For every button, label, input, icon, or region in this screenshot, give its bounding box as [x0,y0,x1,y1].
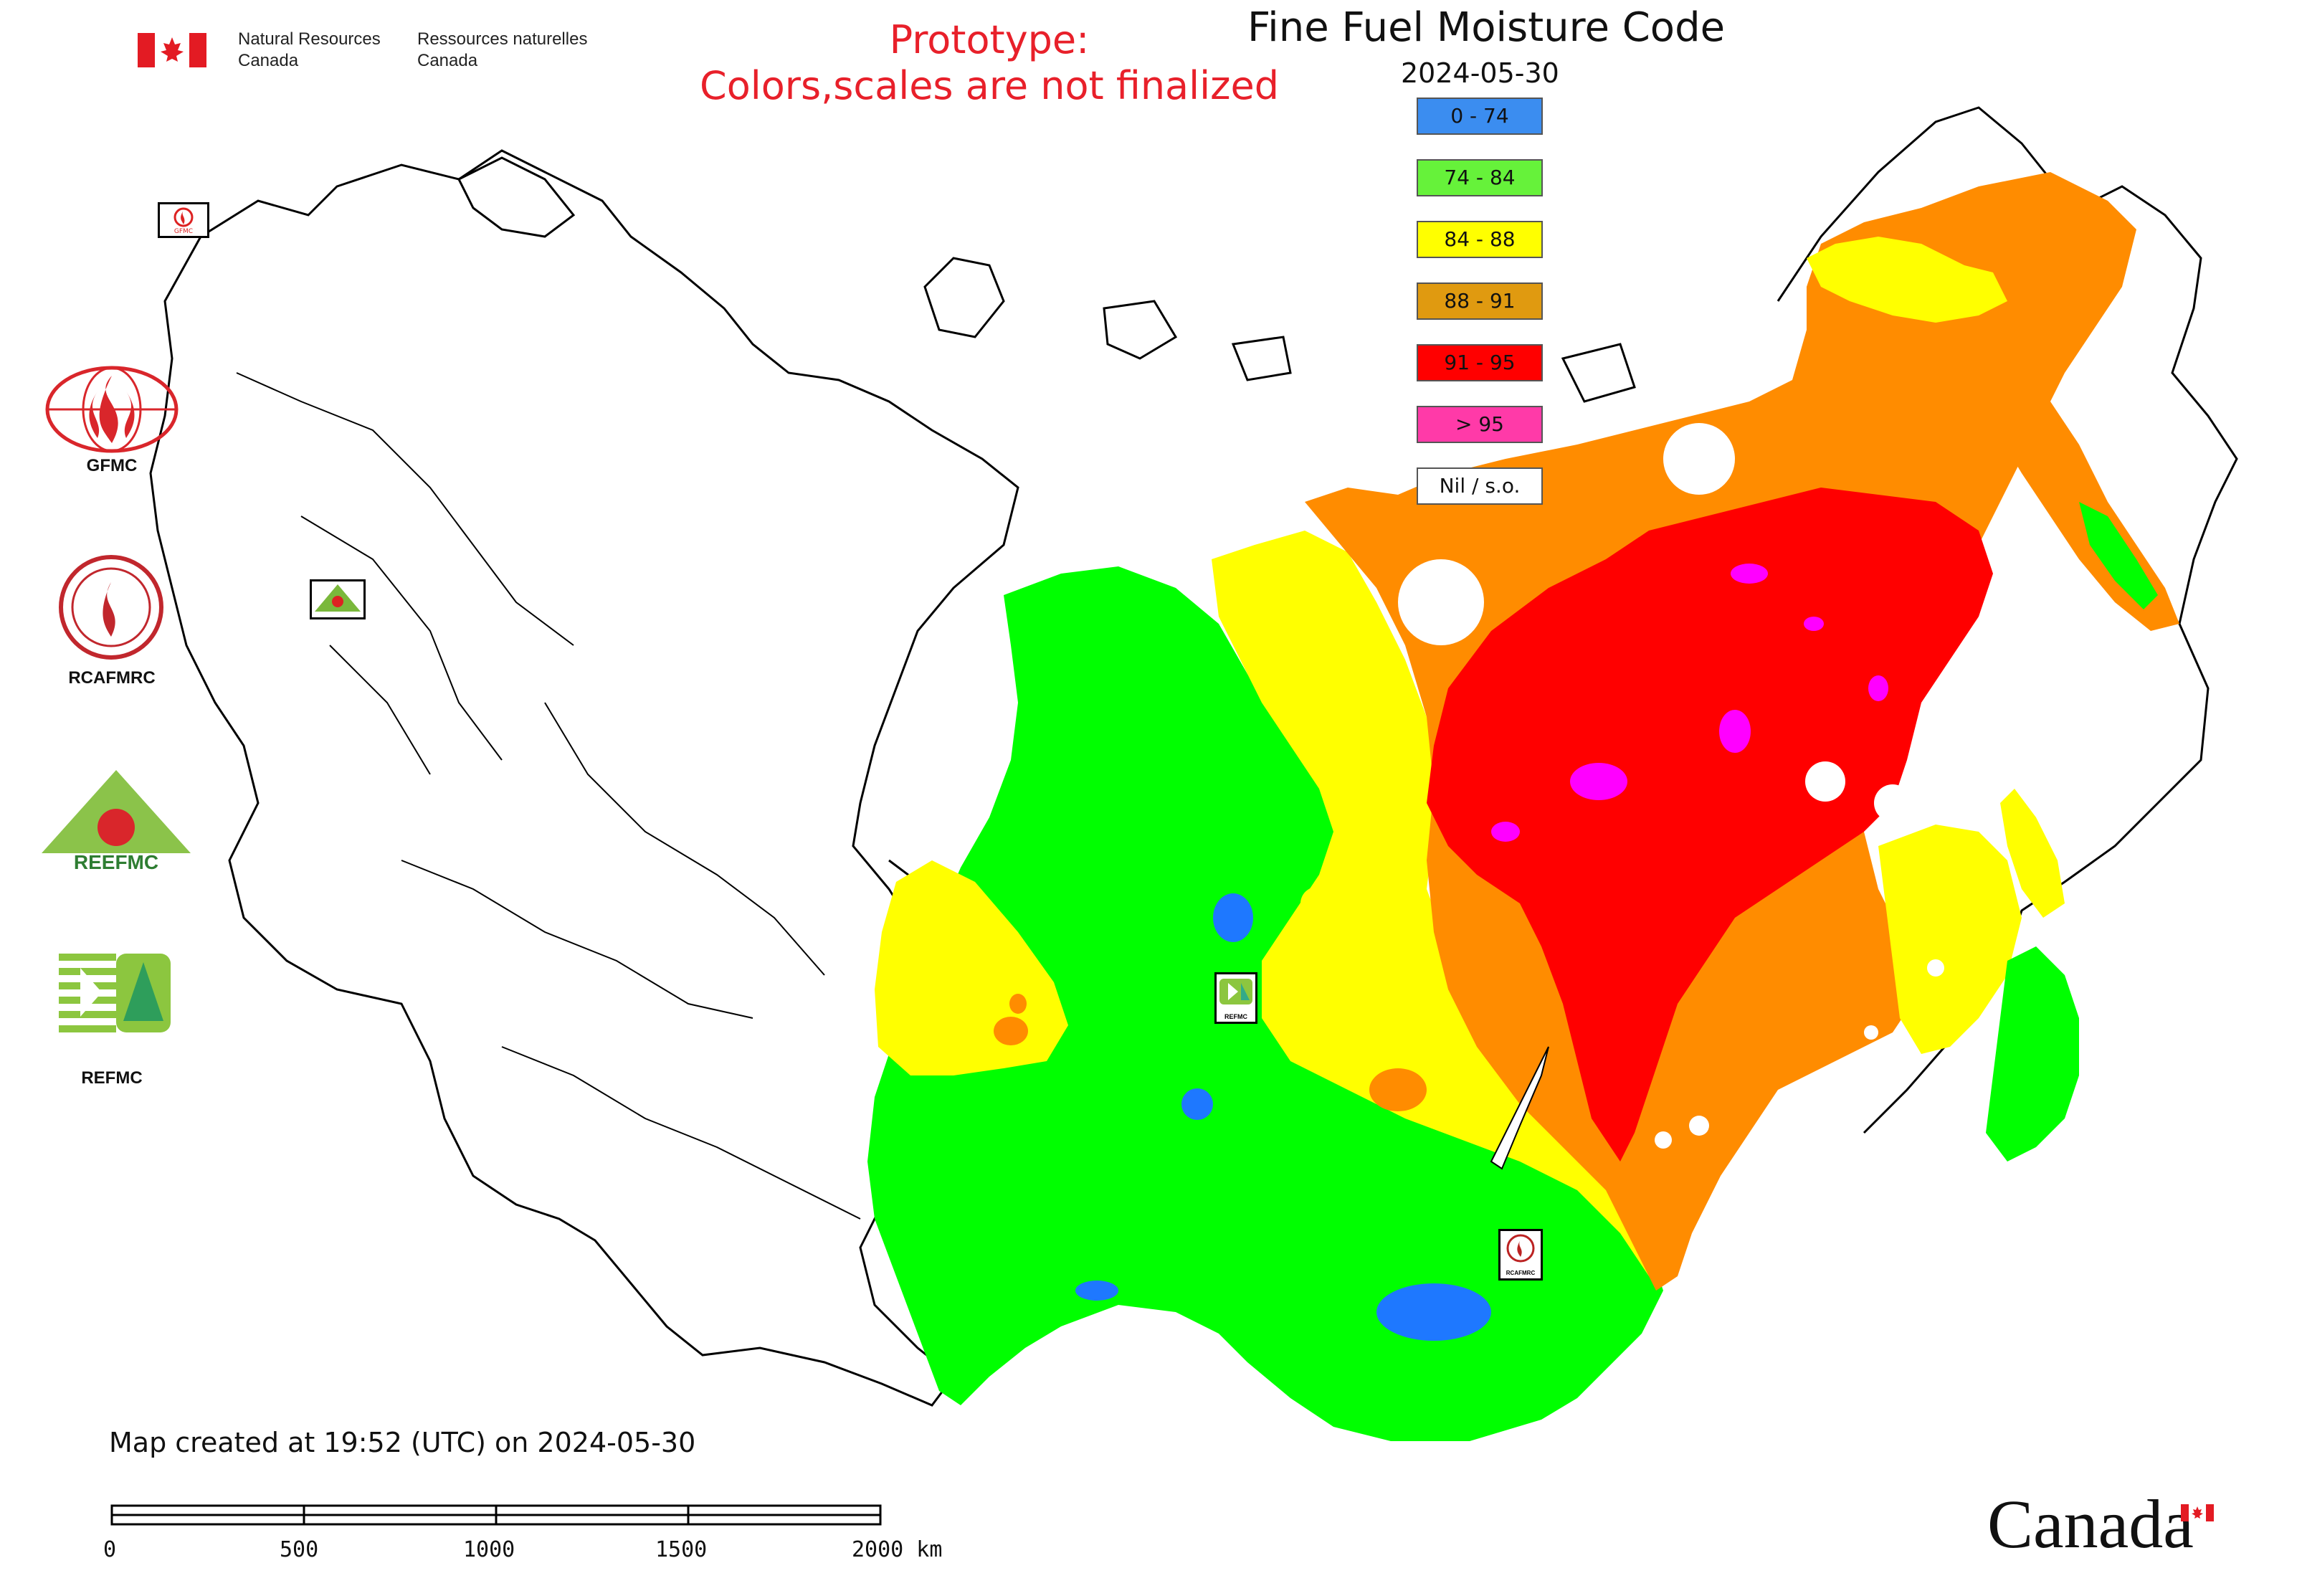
scale-tick-label: 1500 [655,1537,708,1562]
wordmark-flag-icon [2181,1504,2214,1521]
nil-circle-7 [1927,959,1944,977]
magenta-spot-4 [1731,564,1768,584]
sakhalin [2000,789,2065,918]
blue-spot-3 [1376,1283,1491,1341]
rcafmrc-logo-label: RCAFMRC [68,668,156,688]
nil-circle-4 [1874,784,1911,822]
legend-item: 0 - 74 [1417,98,1543,135]
legend-item: 74 - 84 [1417,159,1543,196]
magenta-spot-6 [1804,617,1824,631]
prototype-notice: Prototype: Colors,scales are not finaliz… [700,17,1279,108]
magenta-spot-2 [1719,710,1751,753]
legend-label: 84 - 88 [1444,227,1516,251]
legend-label: 0 - 74 [1450,104,1509,128]
scale-bar [110,1504,882,1526]
legend-item: 88 - 91 [1417,282,1543,320]
ministry-name-en: Natural Resources Canada [238,29,381,70]
kamchatka-green [2079,502,2158,609]
reefmc-map-marker [310,579,366,619]
canada-flag-icon [138,33,206,67]
scale-tick-label: 500 [280,1537,319,1562]
scale-tick-label: 1000 [463,1537,515,1562]
gfmc-logo-label: GFMC [86,456,138,475]
orange-spot-3 [1369,1068,1427,1111]
legend-label: 88 - 91 [1444,289,1516,313]
reefmc-logo-text: REEFMC [74,851,158,873]
red-core [1427,488,1993,1162]
legend-item: Nil / s.o. [1417,467,1543,505]
nil-circle-2 [1663,423,1735,495]
legend-item: 84 - 88 [1417,221,1543,258]
ministry-name-fr: Ressources naturelles Canada [417,29,588,70]
nil-circle-3 [1805,761,1845,802]
nil-circle-8 [1864,1025,1878,1040]
base-map-outline [149,149,1636,1407]
map-created-text: Map created at 19:52 (UTC) on 2024-05-30 [109,1427,696,1458]
legend-item: 91 - 95 [1417,344,1543,381]
refmc-map-marker: REFMC [1214,972,1257,1024]
yellow-north [1807,237,2007,323]
ffmc-raster [867,106,2238,1441]
refmc-logo [59,946,173,1038]
legend-label: Nil / s.o. [1439,474,1521,498]
magenta-spot-1 [1570,763,1627,800]
legend-label: 74 - 84 [1444,166,1516,189]
nil-circle-5 [1689,1116,1709,1136]
canada-wordmark: Canada [1987,1486,2194,1562]
legend-item: > 95 [1417,406,1543,443]
scale-tick-label: 0 [103,1537,117,1562]
lake-baikal [1490,1046,1549,1170]
yellow-east-coast [1878,825,2022,1054]
nil-circle-6 [1655,1131,1672,1149]
nil-circle-1 [1398,559,1484,645]
refmc-logo-label: REFMC [81,1068,143,1088]
rcafmrc-logo [57,554,165,661]
blue-spot-1 [1213,893,1253,942]
gfmc-map-marker: GFMC [158,202,209,238]
scale-tick-label: 2000 km [852,1537,943,1562]
blue-spot-4 [1075,1281,1118,1301]
magenta-spot-3 [1491,822,1520,842]
gfmc-marker-label: GFMC [174,228,193,235]
blue-spot-2 [1181,1088,1213,1120]
refmc-marker-label: REFMC [1224,1013,1247,1020]
map-title: Fine Fuel Moisture Code [1247,4,1726,51]
map-date: 2024-05-30 [1401,57,1559,89]
reefmc-logo: REEFMC [37,767,195,875]
yellow-spot-1 [1300,886,1338,921]
orange-spot-1 [994,1017,1028,1045]
green-far-east [1986,946,2079,1162]
rcafmrc-map-marker: RCAFMRC [1498,1229,1543,1281]
legend-label: > 95 [1455,412,1504,436]
legend-label: 91 - 95 [1444,351,1516,374]
gfmc-logo [40,363,184,456]
orange-spot-2 [1009,994,1027,1014]
magenta-spot-5 [1868,675,1888,701]
rcafmrc-marker-label: RCAFMRC [1506,1270,1536,1276]
